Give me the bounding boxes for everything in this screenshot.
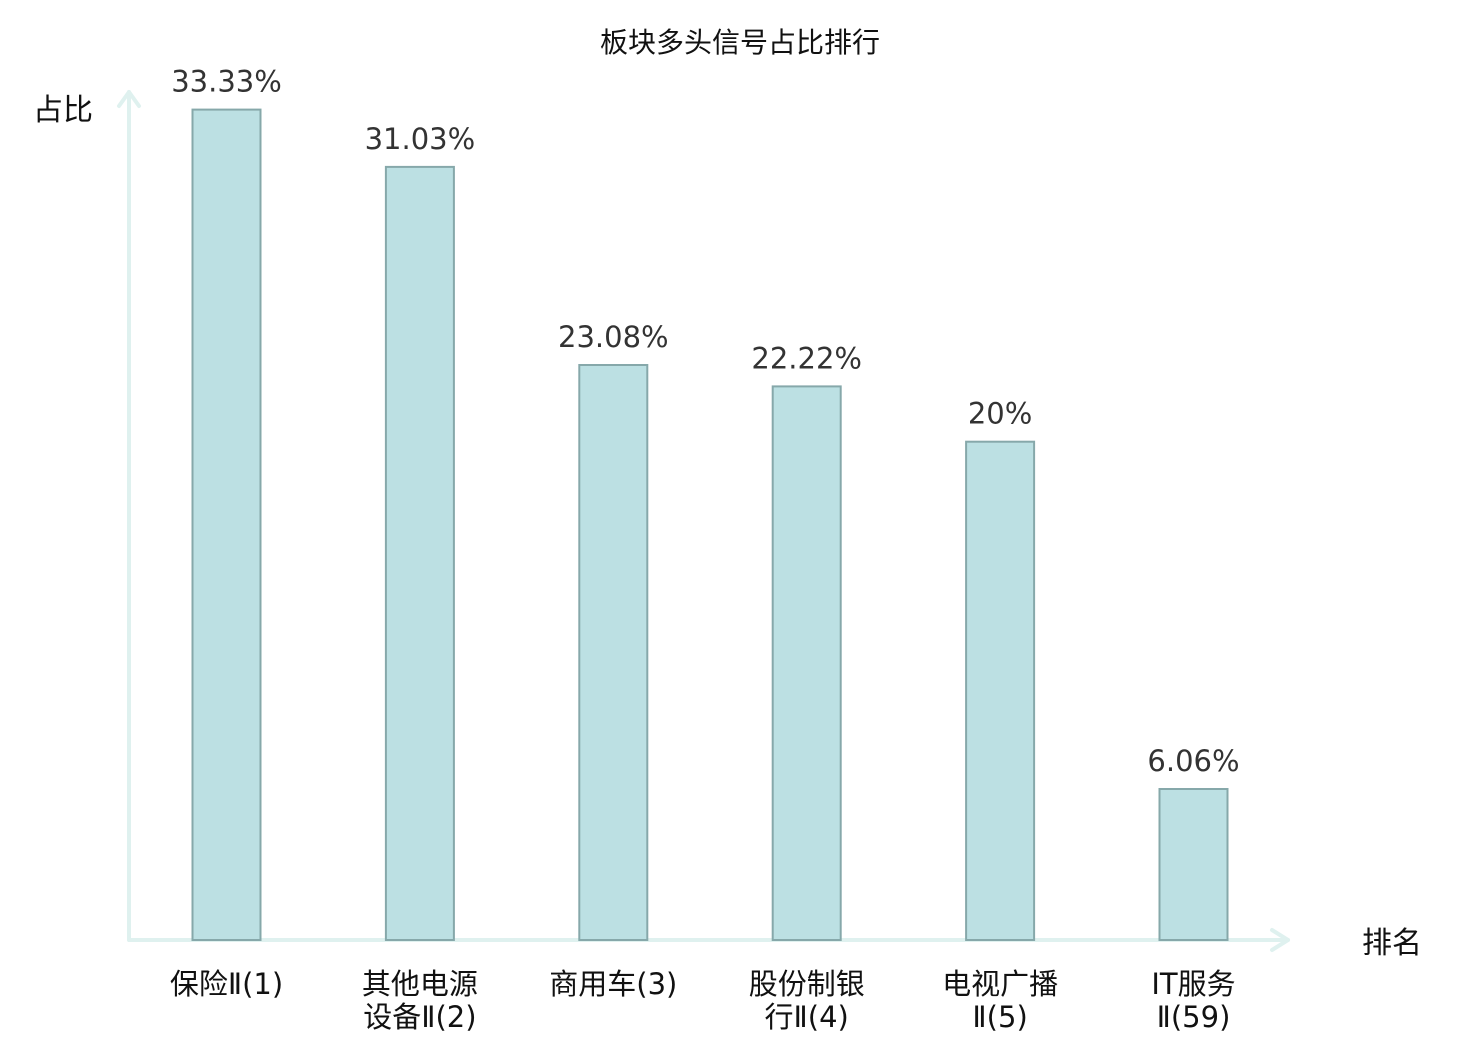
category-label-4-line-1: 股份制银 (749, 967, 865, 1001)
bar-2 (384, 165, 455, 941)
value-label-3: 23.08% (558, 320, 669, 354)
bar-5 (965, 440, 1036, 941)
category-label-4-line-2: 行Ⅱ(4) (765, 1000, 849, 1034)
bar-1 (191, 108, 262, 942)
bar-6 (1158, 788, 1229, 941)
bars-group (191, 108, 1229, 942)
category-label-3-line-1: 商用车(3) (549, 967, 677, 1001)
value-label-6: 6.06% (1147, 744, 1239, 778)
category-label-5-line-1: 电视广播 (942, 967, 1058, 1001)
y-axis-label: 占比 (33, 93, 93, 128)
category-label-2-line-2: 设备Ⅱ(2) (363, 1000, 476, 1034)
chart-title: 板块多头信号占比排行 (600, 26, 880, 59)
bar-4 (771, 385, 842, 941)
y-axis (117, 90, 141, 942)
category-label-6-line-1: IT服务 (1151, 967, 1235, 1001)
category-label-2-line-1: 其他电源 (362, 967, 478, 1001)
value-label-1: 33.33% (171, 65, 282, 99)
category-label-5-line-2: Ⅱ(5) (972, 1000, 1027, 1034)
category-label-1-line-1: 保险Ⅱ(1) (170, 967, 283, 1001)
x-axis (127, 928, 1290, 952)
x-axis-label: 排名 (1362, 926, 1422, 961)
value-label-2: 31.03% (365, 122, 476, 156)
category-label-6-line-2: Ⅱ(59) (1157, 1000, 1231, 1034)
bar-3 (578, 364, 649, 941)
value-label-5: 20% (968, 397, 1032, 431)
value-labels-group: 33.33% 31.03% 23.08% 22.22% 20% 6.06% (171, 65, 1239, 778)
value-label-4: 22.22% (751, 341, 862, 375)
